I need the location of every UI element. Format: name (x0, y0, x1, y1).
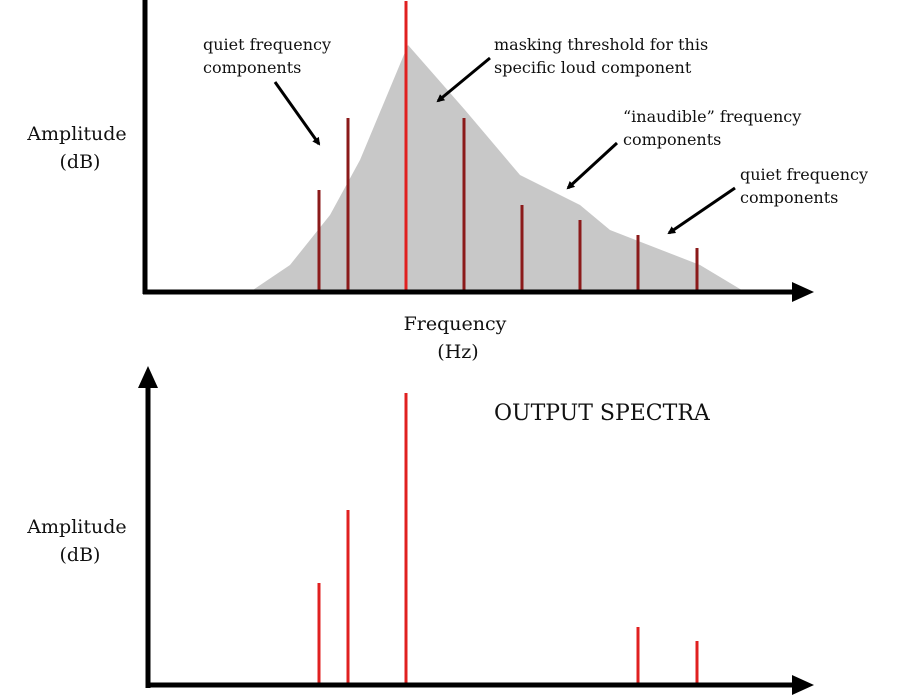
x-arrowhead (792, 282, 814, 302)
y-label-line: (dB) (60, 544, 101, 566)
annotation: “inaudible” frequency components (623, 107, 806, 149)
annotation-line: masking threshold for this (494, 35, 708, 54)
annotation-line: “inaudible” frequency (623, 107, 801, 126)
output-spikes (317, 393, 699, 685)
x-label: Frequency (Hz) (404, 313, 513, 363)
annotation-line: quiet frequency (203, 35, 331, 54)
bottom-axes (145, 385, 795, 688)
y-label: Amplitude (dB) (26, 516, 132, 566)
annotation-line: quiet frequency (740, 165, 868, 184)
annotation-arrows (273, 56, 736, 235)
annotation: quiet frequency components (203, 35, 336, 77)
panel-title: OUTPUT SPECTRA (494, 401, 711, 426)
y-arrowhead (138, 366, 158, 388)
x-label-line: (Hz) (437, 341, 478, 363)
input-spikes (317, 1, 699, 292)
annotation: quiet frequency components (740, 165, 873, 207)
y-label-line: (dB) (60, 151, 101, 173)
y-label: Amplitude (dB) (26, 123, 132, 173)
x-label-line: Frequency (404, 313, 507, 335)
y-label-line: Amplitude (26, 516, 126, 538)
y-label-line: Amplitude (26, 123, 126, 145)
annotation-line: components (623, 130, 721, 149)
annotation: masking threshold for this specific loud… (494, 35, 713, 77)
annotation-line: components (203, 58, 301, 77)
masking-area (250, 45, 745, 292)
annotation-line: specific loud component (494, 58, 692, 77)
top-axes (142, 0, 795, 295)
annotation-line: components (740, 188, 838, 207)
x-arrowhead (792, 675, 814, 695)
